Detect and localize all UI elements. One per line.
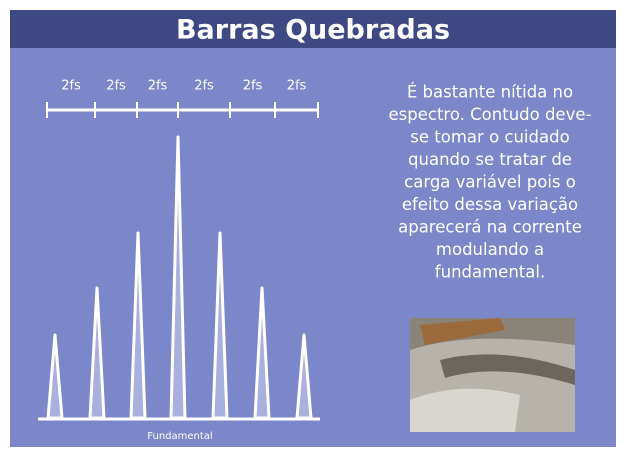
spacing-label: 2fs [61,79,81,94]
body-text-line: modulando a [436,240,544,259]
spacing-label: 2fs [194,79,214,94]
slide-title: Barras Quebradas [176,15,450,46]
body-text-line: aparecerá na corrente [398,218,582,237]
spacing-label: 2fs [287,79,307,94]
body-text-line: É bastante nítida no [407,83,573,102]
spacing-label: 2fs [243,79,263,94]
body-text-line: efeito dessa variação [402,195,578,214]
slide: Barras Quebradas Fundamental 2fs 2fs 2fs 2f… [0,0,626,457]
photo [410,318,575,432]
body-text-line: quando se tratar de [408,150,572,169]
body-text-line: carga variável pois o [404,173,576,192]
body-text-line: espectro. Contudo deve- [389,105,592,124]
baseline-label: Fundamental [147,431,212,442]
body-text-line: fundamental. [435,263,545,282]
spacing-label: 2fs [106,79,126,94]
spacing-label: 2fs [148,79,168,94]
body-text-line: se tomar o cuidado [410,128,569,147]
